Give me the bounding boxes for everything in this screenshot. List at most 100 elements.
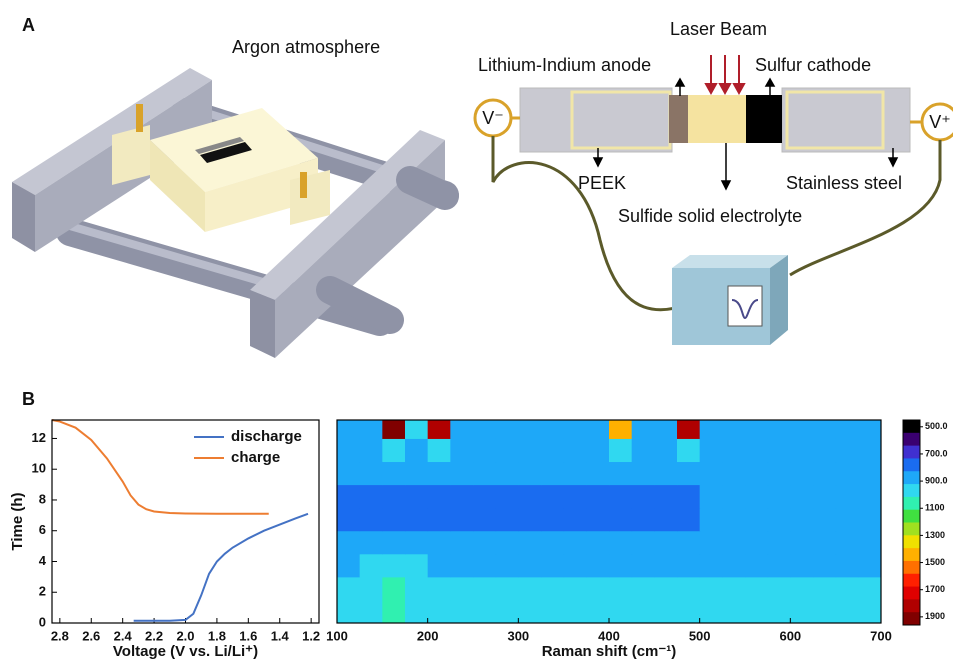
heat-cell (382, 553, 406, 578)
heat-cell (495, 438, 519, 463)
heat-cell (563, 599, 587, 624)
heat-cell (745, 507, 769, 532)
heat-cell (518, 507, 542, 532)
heat-cell (767, 420, 791, 439)
heat-cell (722, 438, 746, 463)
heat-cell (382, 507, 406, 532)
heat-cell (427, 438, 451, 463)
x-tick-label: 100 (326, 628, 348, 643)
heat-cell (813, 576, 837, 601)
heat-cell (722, 484, 746, 509)
heat-cell (405, 576, 429, 601)
heat-cell (337, 461, 361, 486)
heat-cell (858, 530, 882, 555)
colorbar-swatch (903, 484, 920, 498)
heat-cell (699, 438, 723, 463)
heat-cell (813, 530, 837, 555)
x-tick-label: 400 (598, 628, 620, 643)
heat-cell (835, 599, 859, 624)
heat-cell (699, 420, 723, 439)
heat-cell (518, 484, 542, 509)
heat-cell (631, 599, 655, 624)
y-tick-label: 8 (39, 491, 46, 506)
colorbar-swatch (903, 471, 920, 485)
colorbar-swatch (903, 432, 920, 447)
heat-cell (359, 576, 383, 601)
heat-cell (813, 507, 837, 532)
heat-cell (405, 530, 429, 555)
heat-cell (813, 599, 837, 624)
heat-cell (563, 461, 587, 486)
heat-cell (699, 553, 723, 578)
heat-cell (790, 461, 814, 486)
heat-cell (563, 438, 587, 463)
x-tick-label: 2.2 (145, 628, 163, 643)
heat-cell (541, 420, 565, 439)
heat-cell (586, 461, 610, 486)
heat-cell (835, 438, 859, 463)
heat-cell (405, 461, 429, 486)
heat-cell (767, 461, 791, 486)
heat-cell (495, 530, 519, 555)
heat-cell (767, 438, 791, 463)
heat-cell (450, 420, 474, 439)
heat-cell (586, 530, 610, 555)
heat-cell (450, 484, 474, 509)
heat-cell (790, 484, 814, 509)
heat-cell (586, 438, 610, 463)
colorbar-swatch (903, 445, 920, 459)
heat-cell (745, 530, 769, 555)
heat-cell (631, 438, 655, 463)
heat-cell (722, 461, 746, 486)
heat-cell (745, 576, 769, 601)
heat-cell (427, 576, 451, 601)
colorbar-swatch (903, 573, 920, 588)
heat-cell (677, 576, 701, 601)
heat-cell (541, 461, 565, 486)
heat-cell (495, 553, 519, 578)
heat-cell (586, 420, 610, 439)
colorbar-tick-label: 500.0 (925, 421, 948, 431)
heat-cell (541, 576, 565, 601)
heat-cell (858, 420, 882, 439)
heat-cell (586, 553, 610, 578)
heat-cell (563, 420, 587, 439)
panel-label: B (22, 389, 35, 409)
heat-cell (337, 530, 361, 555)
heat-cell (359, 420, 383, 439)
heat-cell (654, 576, 678, 601)
heat-cell (450, 599, 474, 624)
heat-cell (337, 507, 361, 532)
heat-cell (405, 553, 429, 578)
heat-cell (699, 507, 723, 532)
heat-cell (767, 484, 791, 509)
heat-cell (654, 461, 678, 486)
heat-cell (722, 507, 746, 532)
heat-cell (609, 461, 633, 486)
heat-cell (745, 599, 769, 624)
heat-cell (427, 420, 451, 439)
heat-cell (473, 599, 497, 624)
y-tick-label: 10 (32, 461, 46, 476)
colorbar-swatch (903, 509, 920, 523)
heat-cell (337, 484, 361, 509)
heat-cell (631, 420, 655, 439)
heat-cell (427, 530, 451, 555)
heat-cell (654, 438, 678, 463)
diagram-label: Sulfur cathode (755, 55, 871, 75)
colorbar-swatch (903, 522, 920, 536)
heat-cell (382, 576, 406, 601)
heat-cell (609, 553, 633, 578)
heat-cell (495, 599, 519, 624)
heat-cell (767, 530, 791, 555)
heat-cell (427, 507, 451, 532)
y-tick-label: 0 (39, 614, 46, 629)
heat-cell (495, 484, 519, 509)
heat-cell (745, 420, 769, 439)
data-line (51, 419, 269, 515)
heat-cell (518, 438, 542, 463)
heat-cell (337, 599, 361, 624)
heat-cell (677, 507, 701, 532)
heat-cell (631, 484, 655, 509)
